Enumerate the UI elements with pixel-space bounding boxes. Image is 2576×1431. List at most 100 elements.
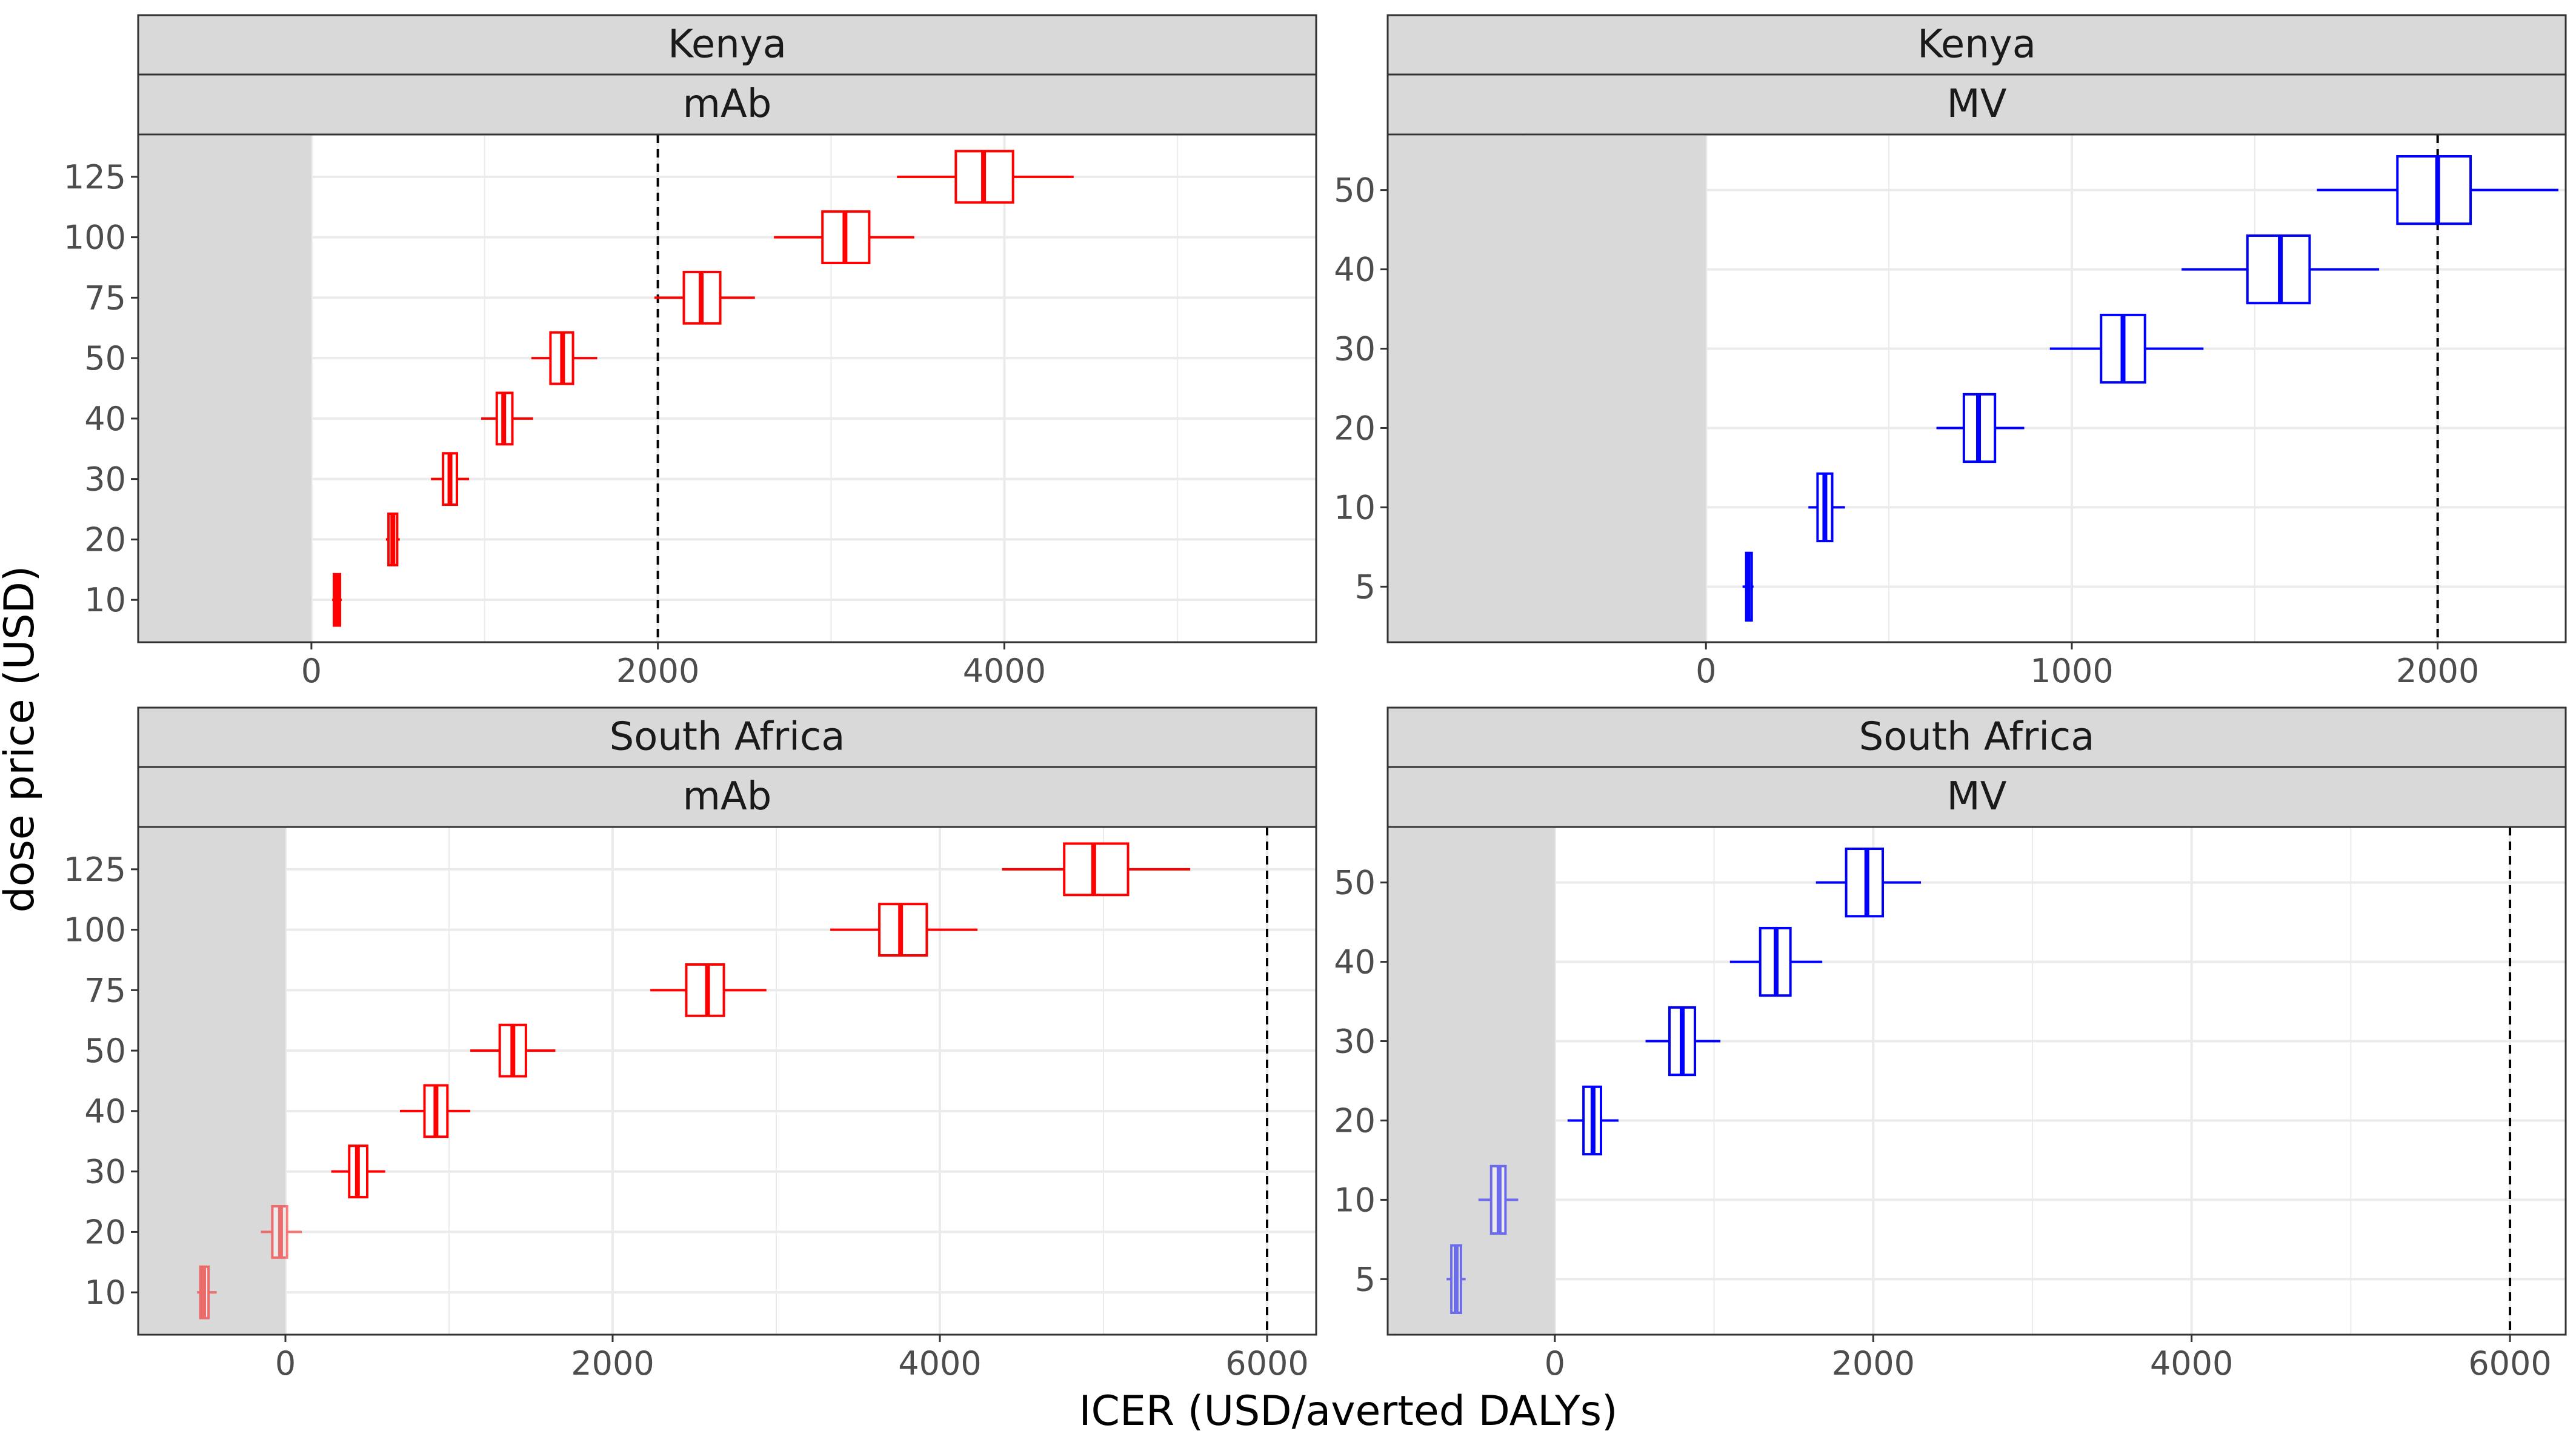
strip-product xyxy=(137,766,1317,828)
box-mv-30 xyxy=(2049,313,2204,384)
panel-border xyxy=(137,133,1317,643)
x-tick-label: 6000 xyxy=(2468,1344,2551,1383)
box-mab-75 xyxy=(650,963,767,1017)
plot-background xyxy=(1388,827,2566,1335)
box-mv-20 xyxy=(1936,393,2025,463)
box-mv-5 xyxy=(1742,551,1754,622)
box-mv-5 xyxy=(1446,1244,1466,1314)
box-mab-100 xyxy=(830,903,978,957)
box-mab-10 xyxy=(197,1265,217,1320)
strip-country xyxy=(137,706,1317,768)
strip-product-label: mAb xyxy=(683,82,772,127)
box-mab-125 xyxy=(1002,842,1191,897)
y-tick-label: 5 xyxy=(1355,1260,1376,1298)
y-tick-label: 125 xyxy=(64,851,126,889)
x-tick-label: 2000 xyxy=(2396,652,2479,690)
x-tick-label: 4000 xyxy=(898,1344,981,1383)
y-tick-label: 40 xyxy=(84,1092,126,1131)
box-mv-50 xyxy=(2317,155,2558,225)
box-mv-30 xyxy=(1645,1006,1721,1077)
y-tick-label: 20 xyxy=(84,520,126,559)
y-tick-label: 20 xyxy=(84,1213,126,1251)
y-tick-label: 100 xyxy=(64,219,126,257)
box-mv-10 xyxy=(1808,472,1845,543)
panel-south-africa-mab: South Africa mAb 10 20 30 40 50 75 100 125 0 2000 40… xyxy=(64,706,1317,1383)
panel-kenya-mv: Kenya MV 5 10 20 30 40 50 0 1000 2000 xyxy=(1334,14,2567,690)
box-mab-75 xyxy=(654,270,755,325)
box-mab-20 xyxy=(261,1205,302,1259)
y-tick-label: 10 xyxy=(84,581,126,619)
y-tick-label: 75 xyxy=(84,971,126,1009)
y-tick-label: 10 xyxy=(1334,1181,1376,1219)
strip-product xyxy=(1386,766,2567,828)
y-tick-label: 50 xyxy=(1334,864,1376,902)
y-tick-label: 75 xyxy=(84,279,126,317)
box-mab-20 xyxy=(385,513,400,566)
x-tick-label: 1000 xyxy=(2030,652,2113,690)
y-tick-label: 30 xyxy=(1334,330,1376,368)
y-tick-label: 50 xyxy=(1334,171,1376,210)
box-mv-10 xyxy=(1478,1164,1519,1235)
cost-saving-region xyxy=(1388,136,1706,641)
panel-south-africa-mv: South Africa MV 5 10 20 30 40 50 0 2000 4000 6000 xyxy=(1334,706,2567,1383)
panel-border xyxy=(1386,826,2567,1336)
panel-kenya-mab: Kenya mAb 10 20 30 40 50 75 100 125 0 2000 4000 xyxy=(64,14,1317,690)
x-axis-title: ICER (USD/averted DALYs) xyxy=(1079,1387,1617,1431)
box-body xyxy=(878,903,928,957)
box-body xyxy=(685,963,725,1017)
box-mv-40 xyxy=(1729,926,1823,997)
box-mab-125 xyxy=(897,150,1074,204)
y-tick-label: 30 xyxy=(84,460,126,499)
y-axis-title: dose price (USD) xyxy=(0,566,44,913)
strip-product xyxy=(137,73,1317,136)
strip-product-label: MV xyxy=(1947,774,2007,819)
box-mab-50 xyxy=(531,331,597,385)
box-mv-20 xyxy=(1567,1085,1619,1156)
box-body xyxy=(1063,842,1130,897)
strip-country-label: Kenya xyxy=(1917,22,2036,67)
x-tick-label: 2000 xyxy=(616,652,699,690)
box-mab-30 xyxy=(431,452,470,506)
cost-saving-region xyxy=(1388,828,1555,1333)
y-tick-label: 50 xyxy=(84,339,126,377)
plot-background xyxy=(138,827,1316,1335)
x-tick-label: 6000 xyxy=(1225,1344,1308,1383)
strip-country-label: South Africa xyxy=(1859,715,2095,760)
panel-border xyxy=(1386,133,2567,643)
x-tick-label: 4000 xyxy=(963,652,1046,690)
box-mv-50 xyxy=(1816,848,1922,918)
strip-country xyxy=(1386,14,2567,76)
cost-saving-region xyxy=(138,136,311,641)
x-tick-label: 2000 xyxy=(1832,1344,1915,1383)
box-mab-50 xyxy=(470,1023,556,1078)
cost-saving-region xyxy=(138,828,285,1333)
box-mab-10 xyxy=(332,573,342,627)
strip-country xyxy=(1386,706,2567,768)
y-tick-label: 30 xyxy=(84,1153,126,1191)
y-tick-label: 10 xyxy=(1334,488,1376,526)
y-tick-label: 20 xyxy=(1334,409,1376,447)
x-tick-label: 2000 xyxy=(571,1344,654,1383)
x-tick-label: 0 xyxy=(1545,1344,1565,1383)
box-mab-40 xyxy=(400,1084,471,1138)
x-tick-label: 0 xyxy=(301,652,322,690)
x-tick-label: 0 xyxy=(1696,652,1716,690)
y-tick-label: 10 xyxy=(84,1273,126,1312)
y-tick-label: 5 xyxy=(1355,568,1376,606)
strip-country-label: South Africa xyxy=(610,715,845,760)
box-mab-100 xyxy=(774,210,914,264)
y-tick-label: 40 xyxy=(84,400,126,438)
y-tick-label: 40 xyxy=(1334,251,1376,289)
box-body xyxy=(2396,155,2472,225)
strip-product-label: MV xyxy=(1947,82,2007,127)
box-mab-40 xyxy=(481,391,533,446)
y-tick-label: 100 xyxy=(64,911,126,949)
box-mv-40 xyxy=(2182,234,2380,305)
panel-border xyxy=(137,826,1317,1336)
strip-product xyxy=(1386,73,2567,136)
box-mab-30 xyxy=(331,1144,385,1199)
strip-country-label: Kenya xyxy=(668,22,787,67)
x-tick-label: 0 xyxy=(275,1344,296,1383)
strip-country xyxy=(137,14,1317,76)
